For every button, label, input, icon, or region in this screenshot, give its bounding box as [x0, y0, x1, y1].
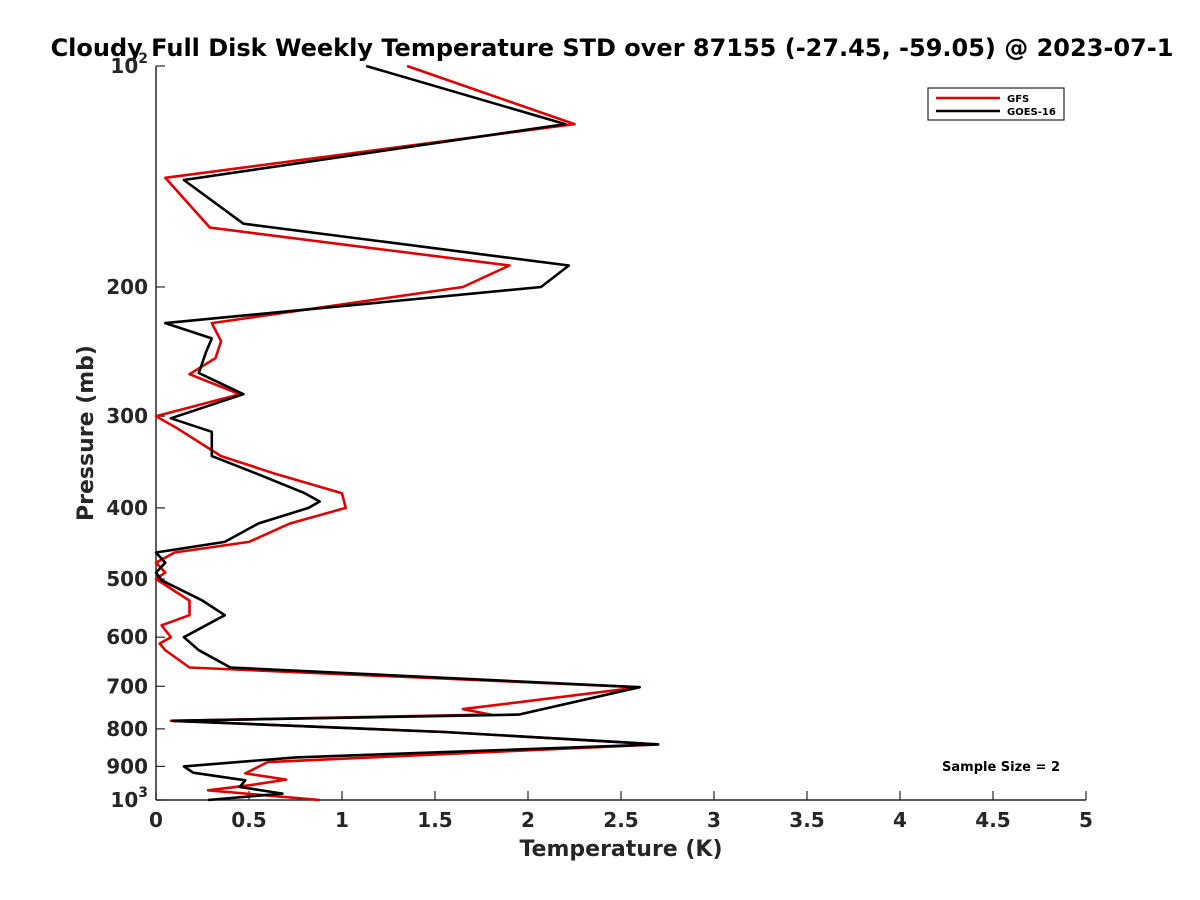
x-tick-label: 4.5 — [975, 808, 1010, 832]
series-line-goes-16 — [154, 64, 660, 802]
x-tick-label: 1 — [335, 808, 349, 832]
y-tick-label: 103 — [110, 785, 148, 812]
y-tick-label: 800 — [106, 717, 148, 741]
sample-size-annotation: Sample Size = 2 — [942, 760, 1060, 775]
x-tick-label: 5 — [1079, 808, 1093, 832]
x-axis-label: Temperature (K) — [519, 837, 722, 862]
y-tick-label: 400 — [106, 496, 148, 520]
x-tick-label: 0 — [149, 808, 163, 832]
x-tick-label: 0.5 — [231, 808, 266, 832]
series-line-gfs — [154, 64, 660, 802]
plot-area: 0 0.5 1 1.5 2 2.5 3 3.5 4 4.5 5 102 200 300 400 500 600… — [106, 51, 1093, 832]
x-tick-label: 1.5 — [417, 808, 452, 832]
chart-title: Cloudy Full Disk Weekly Temperature STD … — [51, 34, 1174, 62]
y-tick-label: 102 — [110, 51, 148, 78]
y-tick-label: 600 — [106, 625, 148, 649]
x-tick-label: 3 — [707, 808, 721, 832]
legend-label: GOES-16 — [1007, 107, 1056, 118]
x-tick-label: 2 — [521, 808, 535, 832]
legend-box — [927, 87, 1065, 121]
legend-items: GFS GOES-16 — [936, 94, 1056, 118]
y-tick-label: 900 — [106, 754, 148, 778]
y-axis-label: Pressure (mb) — [74, 345, 99, 521]
x-tick-label: 4 — [893, 808, 907, 832]
y-ticks: 102 200 300 400 500 600 700 800 900 103 — [106, 51, 165, 812]
y-tick-label: 200 — [106, 275, 148, 299]
series-lines — [154, 64, 660, 802]
y-tick-label: 300 — [106, 404, 148, 428]
legend: GFS GOES-16 — [927, 87, 1065, 121]
x-tick-label: 2.5 — [603, 808, 638, 832]
y-tick-label: 700 — [106, 674, 148, 698]
y-tick-label: 500 — [106, 567, 148, 591]
legend-label: GFS — [1007, 94, 1029, 105]
x-tick-label: 3.5 — [789, 808, 824, 832]
x-ticks: 0 0.5 1 1.5 2 2.5 3 3.5 4 4.5 5 — [149, 791, 1093, 832]
